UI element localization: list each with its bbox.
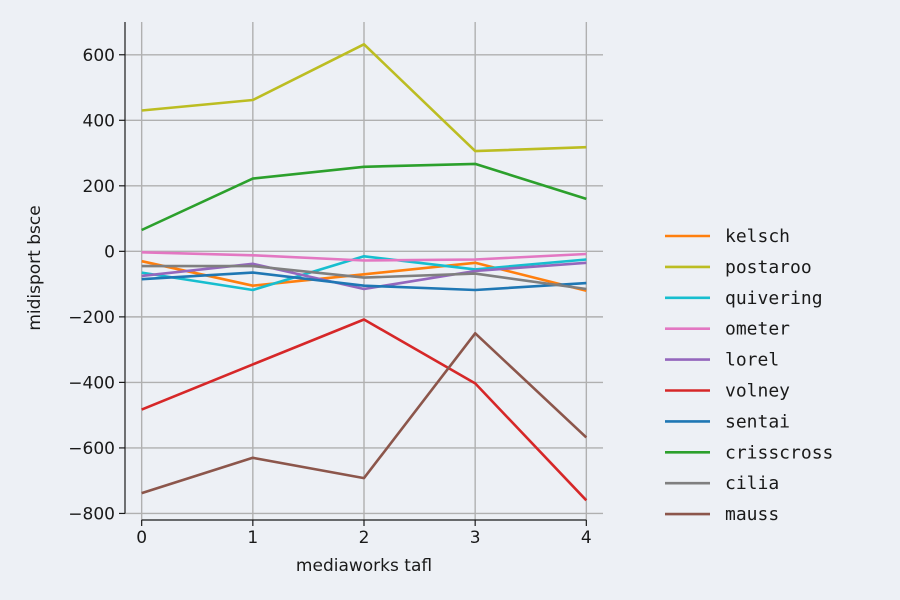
legend-item-lorel: lorel bbox=[665, 350, 779, 371]
x-tick-label: 1 bbox=[247, 528, 258, 548]
y-tick-label: −800 bbox=[68, 504, 115, 524]
legend-item-ometer: ometer bbox=[665, 319, 790, 340]
x-axis-title: mediaworks tafl bbox=[296, 556, 432, 576]
series-line-lorel bbox=[141, 261, 587, 291]
legend-item-sentai: sentai bbox=[665, 411, 790, 432]
series-line-quivering bbox=[141, 254, 587, 292]
series-line-postaroo bbox=[141, 42, 587, 153]
series-line-sentai bbox=[141, 271, 587, 292]
y-tick-label: −600 bbox=[68, 439, 115, 459]
series-line-volney bbox=[141, 318, 588, 502]
legend-label: ometer bbox=[725, 319, 790, 340]
legend-label: kelsch bbox=[725, 226, 790, 247]
series-lines bbox=[141, 42, 588, 502]
x-tick-label: 2 bbox=[359, 528, 370, 548]
legend-label: crisscross bbox=[725, 442, 833, 463]
series-line-cilia bbox=[141, 264, 587, 291]
legend-label: lorel bbox=[725, 350, 779, 371]
y-tick-label: −400 bbox=[68, 373, 115, 393]
legend-label: postaroo bbox=[725, 257, 812, 278]
legend-label: quivering bbox=[725, 288, 823, 309]
legend-item-kelsch: kelsch bbox=[665, 226, 790, 247]
legend-item-volney: volney bbox=[665, 381, 790, 402]
legend-item-quivering: quivering bbox=[665, 288, 823, 309]
legend-label: sentai bbox=[725, 411, 790, 432]
legend: kelsch postaroo quivering ometer lorel volney… bbox=[665, 226, 833, 525]
legend-label: volney bbox=[725, 381, 790, 402]
x-tick-label: 4 bbox=[581, 528, 592, 548]
y-tick-label: 600 bbox=[83, 46, 115, 66]
x-tick-label: 3 bbox=[470, 528, 481, 548]
legend-item-mauss: mauss bbox=[665, 504, 779, 525]
legend-item-crisscross: crisscross bbox=[665, 442, 833, 463]
legend-label: mauss bbox=[725, 504, 779, 525]
tick-labels: 0 1 2 3 4 −800 −600 −400 −200 0 200 400 600 bbox=[68, 46, 591, 548]
legend-label: cilia bbox=[725, 473, 779, 494]
grid-lines bbox=[125, 22, 603, 520]
series-line-ometer bbox=[141, 251, 587, 262]
y-tick-label: 400 bbox=[83, 111, 115, 131]
y-tick-label: 0 bbox=[104, 242, 115, 262]
y-tick-label: 200 bbox=[83, 177, 115, 197]
legend-item-postaroo: postaroo bbox=[665, 257, 812, 278]
y-axis-title: midisport bsce bbox=[25, 205, 45, 330]
series-line-kelsch bbox=[141, 259, 587, 292]
series-line-crisscross bbox=[141, 162, 587, 232]
x-tick-label: 0 bbox=[136, 528, 147, 548]
y-tick-label: −200 bbox=[68, 308, 115, 328]
series-line-mauss bbox=[141, 331, 588, 495]
legend-item-cilia: cilia bbox=[665, 473, 779, 494]
